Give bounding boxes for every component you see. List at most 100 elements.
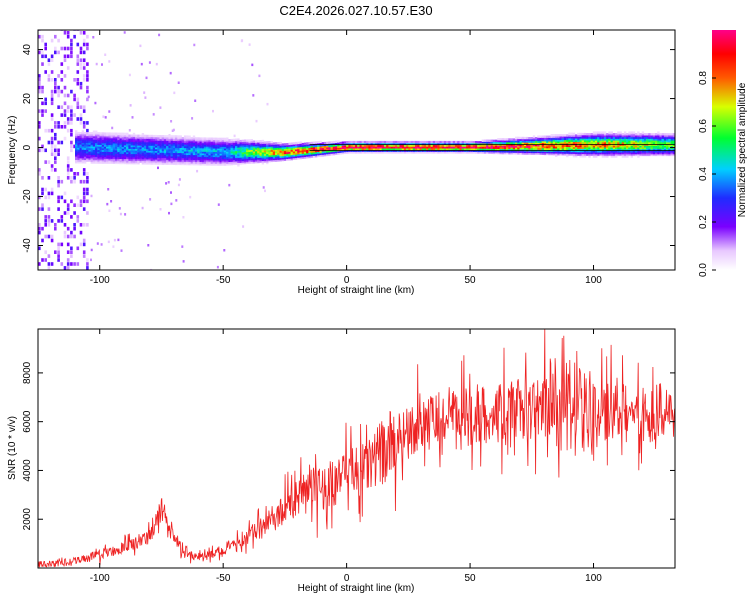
spectrogram-cell (408, 144, 411, 147)
spectrogram-cell (650, 133, 653, 136)
spectrogram-cell (608, 152, 611, 155)
spectrogram-cell (161, 150, 165, 153)
spectrogram-cell (54, 152, 57, 156)
spectrogram-cell (386, 151, 389, 154)
spectrogram-cell (212, 109, 214, 113)
spectrogram-cell (66, 168, 70, 172)
spectrogram-cell (617, 133, 620, 136)
spectrogram-cell (617, 141, 620, 145)
spectrogram-cell (54, 78, 57, 82)
spectrogram-cell (377, 147, 380, 151)
spectrogram-cell (432, 147, 436, 151)
spectrogram-cell (92, 145, 96, 149)
spectrogram-cell (201, 144, 205, 147)
spectrogram-cell (108, 146, 111, 149)
spectrogram-cell (628, 133, 631, 136)
spectrogram-cell (76, 42, 80, 47)
spectrogram-cell (301, 148, 305, 151)
spectrogram-cell (268, 156, 271, 159)
spectrogram-cell (132, 134, 136, 137)
spectrogram-cell (303, 147, 307, 151)
spectrogram-cell (112, 153, 116, 156)
spectrogram-cell (579, 150, 582, 153)
spectrogram-cell (570, 134, 573, 137)
spectrogram-cell (477, 146, 480, 149)
spectrogram-cell (128, 158, 131, 161)
spectrogram-cell (172, 157, 176, 160)
spectrogram-cell (146, 158, 149, 162)
colorbar-scale (712, 30, 736, 270)
spectrogram-cell (603, 138, 607, 141)
spectrogram-cell (670, 145, 673, 148)
spectrogram-cell (359, 146, 362, 149)
spectrogram-cell (179, 157, 182, 160)
spectrogram-cell (617, 131, 620, 134)
spectrogram-cell (41, 113, 44, 117)
spectrogram-cell (141, 141, 145, 144)
spectrogram-cell (432, 146, 436, 149)
spectrogram-cell (659, 152, 662, 155)
spectrogram-cell (643, 134, 647, 138)
spectrogram-cell (281, 155, 285, 158)
spectrogram-cell (599, 140, 602, 143)
spectrogram-cell (543, 152, 547, 156)
spectrogram-cell (195, 140, 198, 144)
spectrogram-cell (41, 203, 44, 207)
spectrogram-cell (106, 149, 109, 152)
spectrogram-cell (597, 150, 600, 153)
spectrogram-cell (423, 151, 427, 154)
spectrogram-cell (586, 148, 589, 151)
spectrogram-cell (468, 147, 471, 151)
spectrogram-cell (590, 138, 593, 141)
spectrogram-cell (54, 125, 57, 129)
spectrogram-cell (112, 132, 116, 135)
spectrogram-cell (57, 250, 60, 254)
spectrogram-cell (517, 152, 520, 155)
spectrogram-cell (199, 157, 202, 161)
spectrogram-cell (648, 148, 651, 151)
spectrogram-cell (517, 148, 520, 152)
spectrogram-cell (250, 154, 253, 157)
spectrogram-cell (117, 144, 120, 147)
spectrogram-cell (670, 153, 673, 157)
spectrogram-cell (412, 142, 416, 146)
spectrogram-cell (290, 157, 293, 161)
spectrogram-cell (112, 146, 116, 149)
spectrogram-cell (44, 97, 47, 102)
spectrogram-cell (203, 146, 207, 149)
spectrogram-cell (297, 141, 300, 145)
spectrogram-cell (406, 144, 409, 147)
spectrogram-cell (648, 134, 651, 138)
spectrogram-cell (439, 151, 442, 154)
spectrogram-cell (606, 145, 609, 148)
spectrogram-cell (166, 138, 169, 141)
spectrogram-cell (79, 159, 82, 162)
spectrogram-cell (223, 158, 227, 161)
spectrogram-cell (648, 153, 651, 157)
spectrogram-cell (146, 139, 149, 143)
spectrogram-cell (332, 144, 336, 147)
spectrogram-cell (546, 152, 549, 156)
spectrogram-cell (223, 249, 226, 252)
spectrogram-cell (206, 146, 209, 149)
spectrogram-cell (130, 141, 133, 144)
spectrogram-cell (577, 134, 580, 137)
spectrogram-cell (230, 157, 233, 161)
spectrogram-cell (81, 137, 85, 140)
spectrogram-cell (143, 155, 147, 158)
spectrogram-cell (503, 150, 507, 153)
spectrogram-cell (172, 143, 176, 147)
spectrogram-cell (168, 154, 171, 157)
spectrogram-cell (283, 148, 287, 151)
spectrogram-cell (86, 159, 89, 162)
spectrogram-cell (577, 132, 580, 136)
spectrogram-cell (119, 161, 122, 165)
spectrogram-cell (126, 146, 129, 149)
spectrogram-cell (181, 152, 185, 155)
spectrogram-cell (575, 148, 578, 151)
spectrogram-cell (44, 148, 47, 153)
spectrogram-cell (159, 147, 162, 150)
spectrogram-cell (152, 138, 156, 141)
spectrogram-cell (117, 238, 120, 242)
spectrogram-cell (297, 146, 300, 150)
